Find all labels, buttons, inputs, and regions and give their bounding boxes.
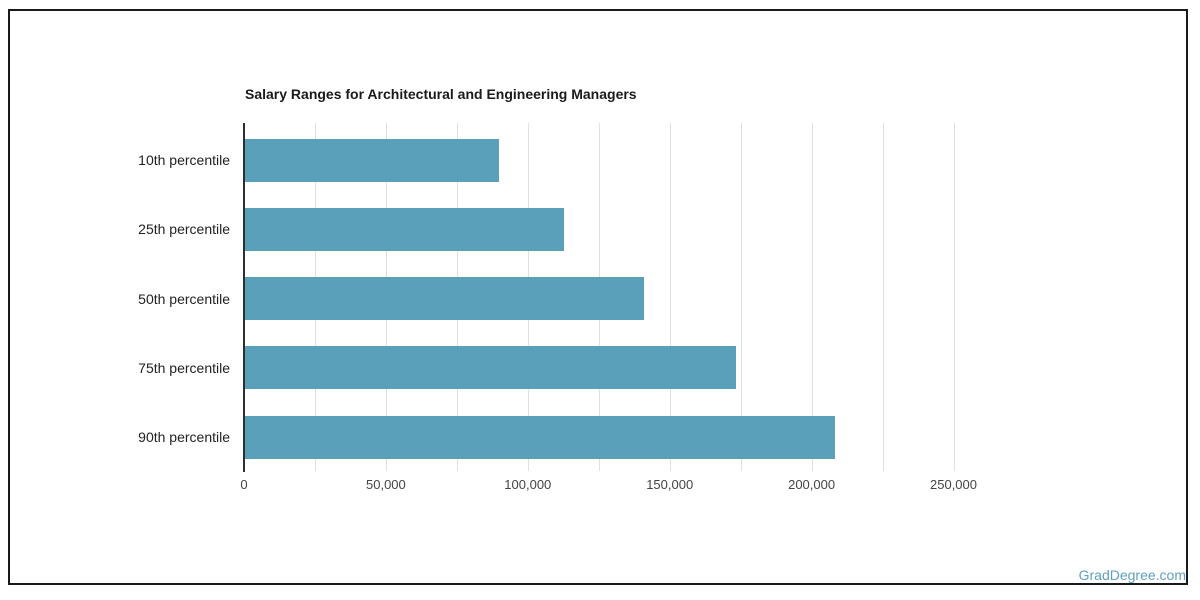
gridline	[953, 123, 955, 471]
x-axis-tick-label: 150,000	[646, 477, 694, 492]
bar	[245, 138, 499, 182]
x-axis-tick-label: 100,000	[504, 477, 552, 492]
y-axis-label: 50th percentile	[138, 290, 230, 307]
bar	[245, 346, 736, 390]
y-axis-label: 10th percentile	[138, 152, 230, 168]
x-axis-tick-label: 200,000	[788, 477, 836, 492]
chart-title: Salary Ranges for Architectural and Engi…	[245, 86, 637, 102]
bar	[245, 415, 835, 459]
gridline	[669, 123, 671, 471]
y-axis-label: 90th percentile	[138, 429, 230, 445]
watermark-link[interactable]: GradDegree.com	[1078, 567, 1186, 583]
x-axis-tick-label: 0	[240, 477, 248, 492]
x-axis-tick-label: 50,000	[366, 477, 406, 492]
x-axis-tick-label: 250,000	[930, 477, 977, 492]
y-axis-label: 75th percentile	[138, 359, 230, 376]
gridline	[740, 123, 742, 471]
gridline	[811, 123, 813, 471]
y-axis-label: 25th percentile	[138, 221, 230, 238]
bar	[245, 207, 564, 251]
gridline	[882, 123, 884, 471]
bar	[245, 277, 644, 320]
y-axis-line	[243, 123, 245, 472]
